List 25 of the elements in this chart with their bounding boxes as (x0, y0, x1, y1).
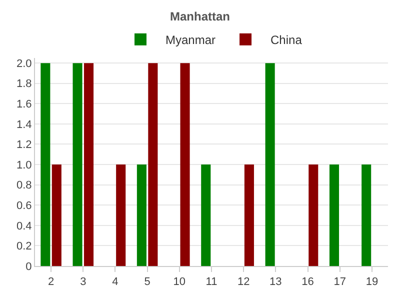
y-tick-label: 1.4 (16, 118, 32, 131)
y-tick-label: 2.0 (16, 58, 32, 70)
y-tick-label: 1.8 (16, 78, 32, 90)
y-tick-label: 1.0 (16, 159, 32, 172)
x-tick-label: 13 (270, 276, 282, 288)
x-tick-label: 17 (334, 276, 346, 288)
legend-label: Myanmar (166, 33, 216, 48)
x-tick-label: 12 (237, 276, 250, 288)
y-tick-label: 0.8 (16, 180, 32, 192)
x-tick-label: 4 (112, 276, 118, 288)
y-tick-label: 1.6 (16, 98, 32, 111)
y-tick-label: 1.2 (16, 139, 32, 152)
x-tick-label: 11 (206, 276, 218, 288)
legend-label: China (270, 33, 302, 48)
x-tick-label: 10 (173, 276, 186, 288)
x-tick-label: 2 (48, 276, 54, 288)
y-tick-label: 0.6 (16, 200, 32, 212)
x-tick-label: 16 (302, 276, 314, 288)
chart-title: Manhattan (170, 9, 230, 24)
x-tick-label: 5 (144, 276, 150, 288)
x-tick-label: 19 (366, 276, 378, 288)
x-tick-label: 3 (80, 276, 86, 288)
y-tick-label: 0 (26, 260, 32, 273)
y-tick-label: 0.2 (16, 240, 32, 253)
y-tick-label: 0.4 (16, 220, 32, 232)
